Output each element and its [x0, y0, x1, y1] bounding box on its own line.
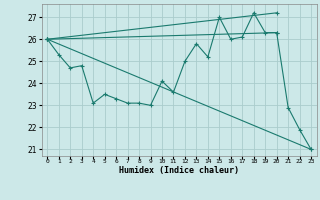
X-axis label: Humidex (Indice chaleur): Humidex (Indice chaleur): [119, 166, 239, 175]
